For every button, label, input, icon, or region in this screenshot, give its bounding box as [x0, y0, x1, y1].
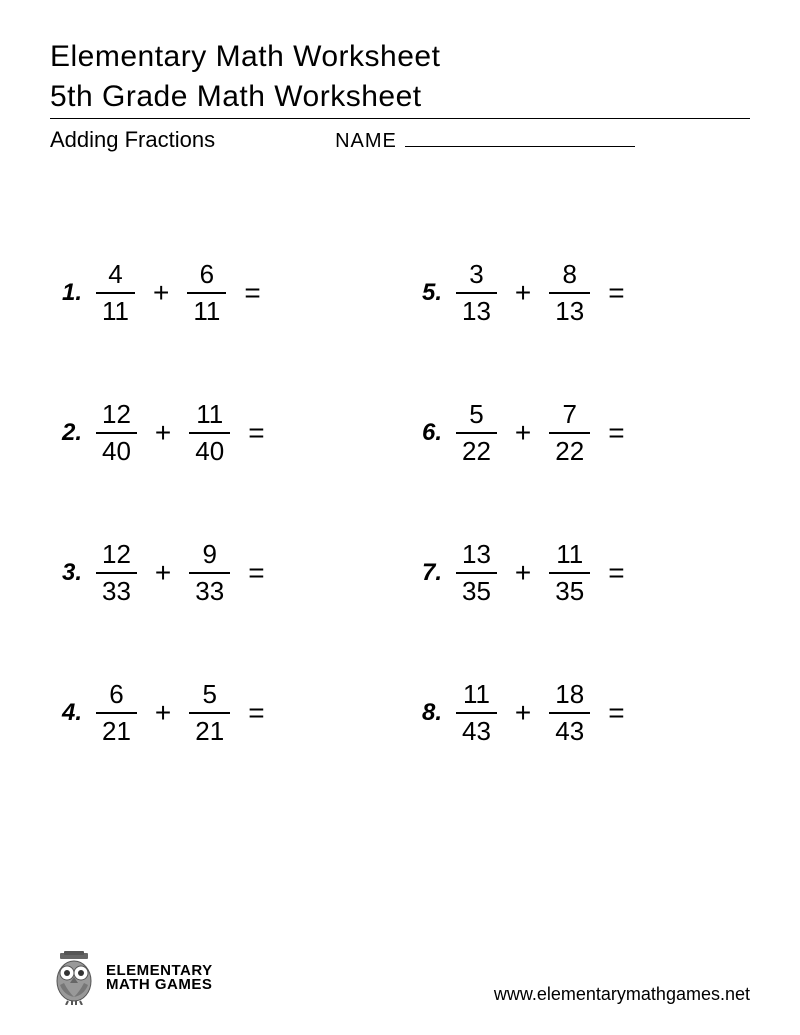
denominator: 33 — [96, 574, 137, 607]
name-label: NAME — [335, 130, 397, 153]
fraction-b: 722 — [549, 399, 590, 467]
denominator: 43 — [456, 714, 497, 747]
page-subtitle: 5th Grade Math Worksheet — [50, 80, 750, 114]
numerator: 4 — [102, 259, 128, 292]
operator: + — [511, 277, 535, 309]
fraction-b: 1135 — [549, 539, 590, 607]
numerator: 13 — [456, 539, 497, 572]
footer-url: www.elementarymathgames.net — [494, 984, 750, 1005]
fraction-a: 1335 — [456, 539, 497, 607]
fraction-b: 521 — [189, 679, 230, 747]
fraction-a: 1240 — [96, 399, 137, 467]
logo-text: ELEMENTARY MATH GAMES — [106, 964, 213, 993]
problem-number: 2. — [50, 419, 82, 447]
page-footer: ELEMENTARY MATH GAMES www.elementarymath… — [50, 951, 750, 1005]
equals-sign: = — [240, 277, 260, 309]
fraction-b: 1843 — [549, 679, 590, 747]
denominator: 40 — [96, 434, 137, 467]
fraction-a: 1233 — [96, 539, 137, 607]
denominator: 11 — [96, 294, 135, 327]
problem-5: 5.313+813= — [410, 223, 750, 363]
brand-logo: ELEMENTARY MATH GAMES — [50, 951, 213, 1005]
fraction-b: 611 — [187, 259, 226, 327]
numerator: 9 — [197, 539, 223, 572]
fraction-a: 411 — [96, 259, 135, 327]
numerator: 7 — [557, 399, 583, 432]
problem-number: 4. — [50, 699, 82, 727]
operator: + — [151, 557, 175, 589]
fraction-a: 621 — [96, 679, 137, 747]
problem-1: 1.411+611= — [50, 223, 390, 363]
denominator: 35 — [549, 574, 590, 607]
fraction-a: 522 — [456, 399, 497, 467]
denominator: 21 — [96, 714, 137, 747]
fraction-a: 1143 — [456, 679, 497, 747]
denominator: 21 — [189, 714, 230, 747]
name-blank-line[interactable] — [405, 129, 635, 147]
denominator: 22 — [549, 434, 590, 467]
name-field: NAME — [335, 129, 635, 153]
problem-number: 7. — [410, 559, 442, 587]
equals-sign: = — [604, 557, 624, 589]
operator: + — [511, 417, 535, 449]
denominator: 35 — [456, 574, 497, 607]
fraction-b: 933 — [189, 539, 230, 607]
denominator: 43 — [549, 714, 590, 747]
equals-sign: = — [244, 697, 264, 729]
fraction-b: 813 — [549, 259, 590, 327]
numerator: 8 — [557, 259, 583, 292]
numerator: 18 — [549, 679, 590, 712]
page-title: Elementary Math Worksheet — [50, 40, 750, 74]
logo-line-2: MATH GAMES — [106, 978, 213, 992]
problem-3: 3.1233+933= — [50, 503, 390, 643]
numerator: 11 — [190, 399, 229, 432]
problem-number: 1. — [50, 279, 82, 307]
problems-grid: 1.411+611=5.313+813=2.1240+1140=6.522+72… — [50, 193, 750, 783]
fraction-a: 313 — [456, 259, 497, 327]
problem-number: 6. — [410, 419, 442, 447]
numerator: 6 — [194, 259, 220, 292]
fraction-b: 1140 — [189, 399, 230, 467]
problem-7: 7.1335+1135= — [410, 503, 750, 643]
owl-icon — [50, 951, 98, 1005]
denominator: 22 — [456, 434, 497, 467]
denominator: 13 — [456, 294, 497, 327]
problem-number: 8. — [410, 699, 442, 727]
worksheet-header: Elementary Math Worksheet 5th Grade Math… — [50, 40, 750, 153]
equals-sign: = — [604, 417, 624, 449]
denominator: 11 — [187, 294, 226, 327]
operator: + — [511, 557, 535, 589]
numerator: 12 — [96, 399, 137, 432]
problem-8: 8.1143+1843= — [410, 643, 750, 783]
topic-row: Adding Fractions NAME — [50, 127, 750, 153]
problem-4: 4.621+521= — [50, 643, 390, 783]
equals-sign: = — [604, 277, 624, 309]
numerator: 6 — [103, 679, 129, 712]
numerator: 5 — [197, 679, 223, 712]
operator: + — [151, 697, 175, 729]
numerator: 11 — [550, 539, 589, 572]
problem-2: 2.1240+1140= — [50, 363, 390, 503]
equals-sign: = — [244, 417, 264, 449]
numerator: 5 — [463, 399, 489, 432]
equals-sign: = — [604, 697, 624, 729]
operator: + — [149, 277, 173, 309]
numerator: 12 — [96, 539, 137, 572]
denominator: 40 — [189, 434, 230, 467]
topic-label: Adding Fractions — [50, 127, 215, 153]
problem-number: 5. — [410, 279, 442, 307]
numerator: 11 — [457, 679, 496, 712]
numerator: 3 — [463, 259, 489, 292]
problem-number: 3. — [50, 559, 82, 587]
operator: + — [511, 697, 535, 729]
equals-sign: = — [244, 557, 264, 589]
problem-6: 6.522+722= — [410, 363, 750, 503]
denominator: 33 — [189, 574, 230, 607]
denominator: 13 — [549, 294, 590, 327]
operator: + — [151, 417, 175, 449]
header-divider — [50, 118, 750, 119]
